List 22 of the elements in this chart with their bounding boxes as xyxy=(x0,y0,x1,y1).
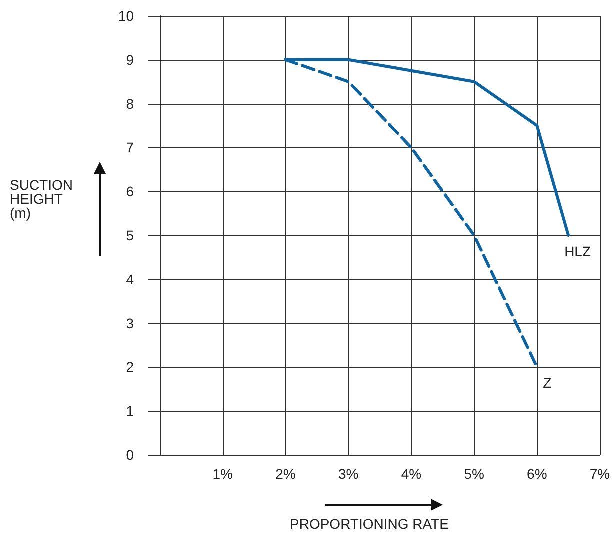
x-axis-title: PROPORTIONING RATE xyxy=(290,516,449,532)
y-tick-label: 7 xyxy=(126,140,134,156)
y-tick-label: 9 xyxy=(126,52,134,68)
series-label: Z xyxy=(543,375,552,392)
y-tick-label: 4 xyxy=(126,271,134,288)
y-tick-label: 8 xyxy=(126,96,134,112)
y-axis-title: SUCTION HEIGHT (m) xyxy=(10,177,73,221)
x-tick-label: 2% xyxy=(276,466,296,482)
y-tick-label: 1 xyxy=(126,403,134,420)
x-tick-label: 6% xyxy=(527,466,548,482)
y-tick-label: 6 xyxy=(126,184,134,200)
y-tick-label: 2 xyxy=(126,359,134,376)
y-tick-label: 0 xyxy=(126,447,134,463)
series-label: HLZ xyxy=(564,244,592,260)
x-tick-label: 4% xyxy=(401,466,422,482)
y-tick-label: 5 xyxy=(126,228,134,244)
x-tick-label: 5% xyxy=(464,466,484,482)
x-tick-label: 3% xyxy=(338,466,359,482)
y-tick-label: 3 xyxy=(126,315,134,332)
x-tick-label: 1% xyxy=(212,466,233,482)
y-tick-label: 10 xyxy=(118,8,134,24)
x-tick-label: 7% xyxy=(590,466,610,482)
